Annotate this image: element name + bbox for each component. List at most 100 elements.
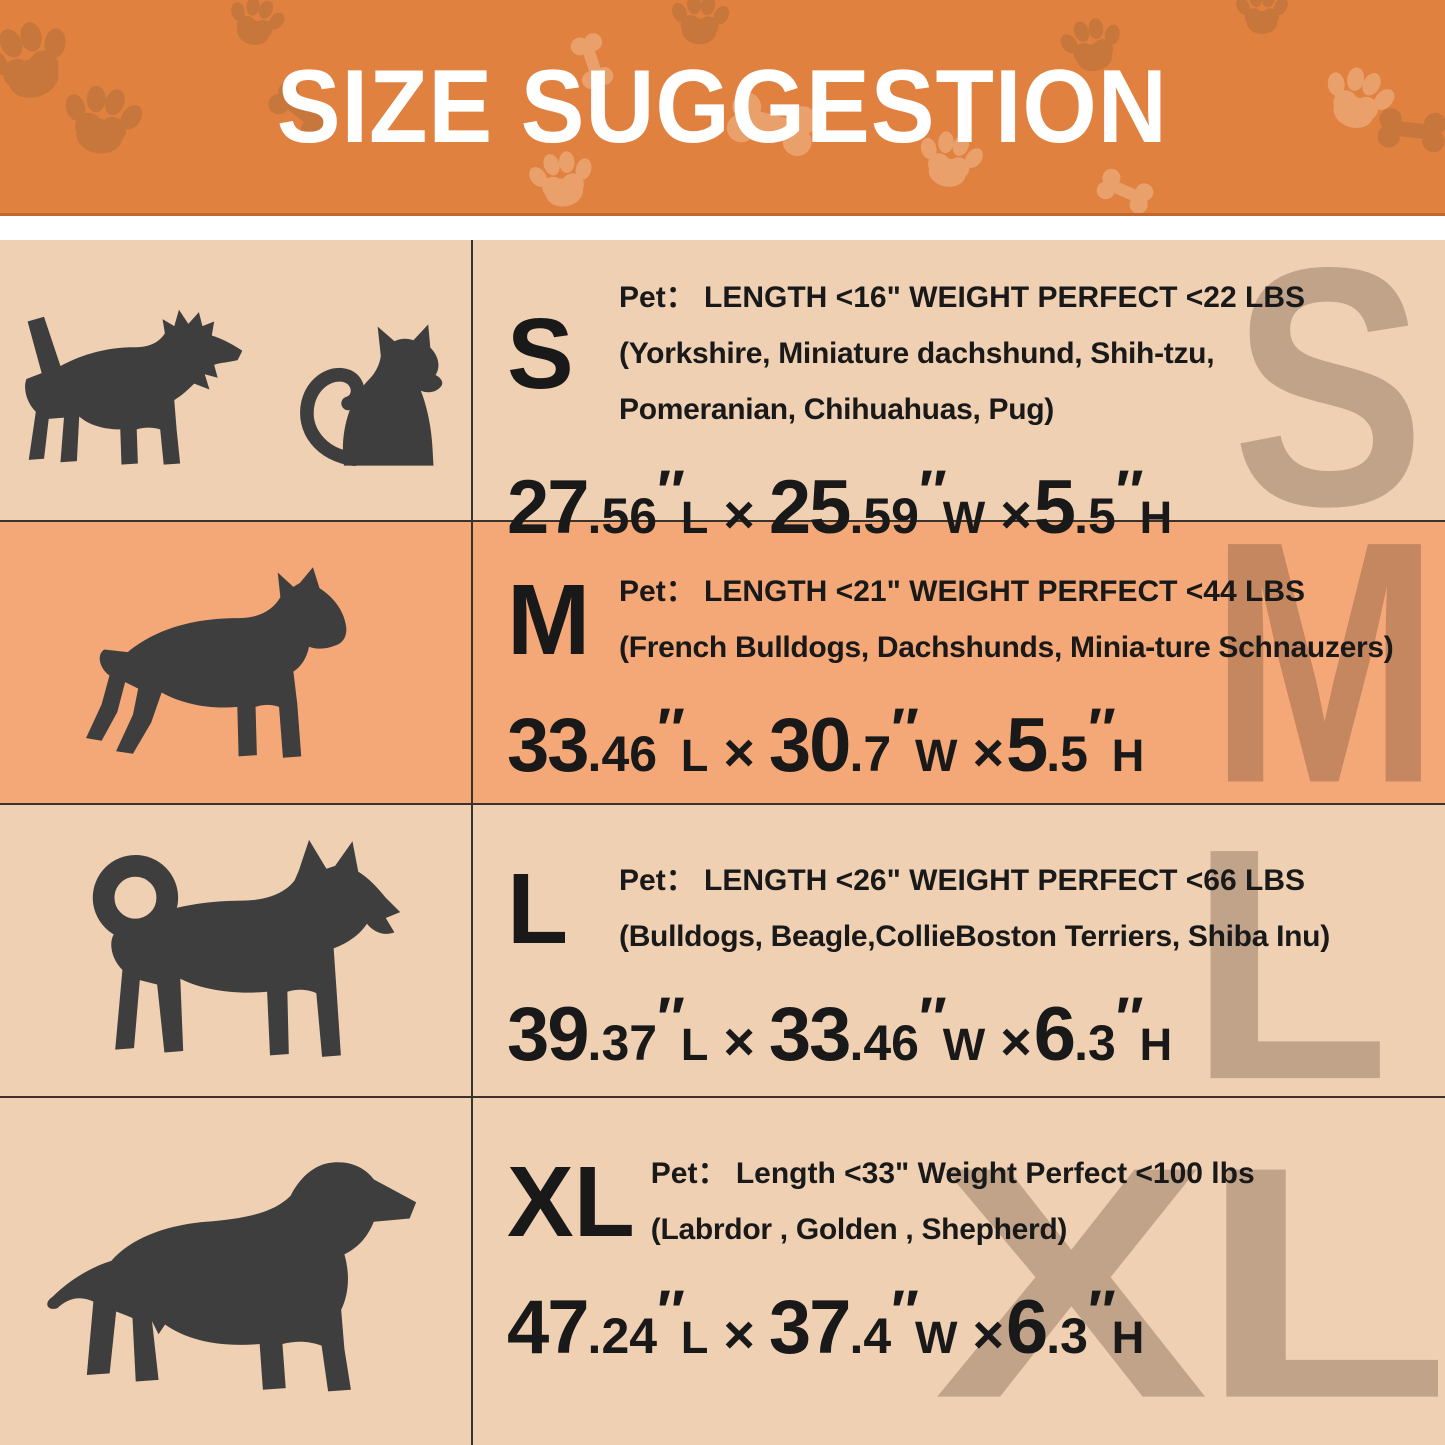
multiply-sign: × bbox=[1000, 1012, 1032, 1072]
pet-spec: Pet： LENGTH <21" WEIGHT PERFECT <44 LBS bbox=[619, 575, 1306, 608]
dim-decimal: .5 bbox=[1046, 726, 1088, 782]
dim-decimal: .7 bbox=[849, 726, 892, 782]
inch-mark: ″ bbox=[918, 459, 947, 524]
inch-mark: ″ bbox=[891, 1279, 919, 1344]
dim-integer: 5 bbox=[1005, 703, 1048, 788]
dim-unit: H bbox=[1139, 492, 1174, 543]
info-cell: L L Pet： LENGTH <26" WEIGHT PERFECT <66 … bbox=[473, 798, 1445, 1129]
inch-mark: ″ bbox=[657, 459, 685, 524]
dim-integer: 33 bbox=[507, 703, 590, 788]
golden-retriever-icon bbox=[46, 1162, 416, 1392]
dim-unit: L bbox=[680, 1312, 710, 1363]
dim-decimal: .37 bbox=[587, 1015, 658, 1071]
multiply-sign: × bbox=[723, 1305, 755, 1365]
dim-unit: H bbox=[1111, 730, 1146, 781]
info-cell: S S Pet： LENGTH <16" WEIGHT PERFECT <22 … bbox=[473, 217, 1445, 557]
info-cell: M M Pet： LENGTH <21" WEIGHT PERFECT <44 … bbox=[473, 490, 1445, 835]
inch-mark: ″ bbox=[657, 697, 685, 762]
white-divider-band bbox=[0, 216, 1445, 240]
dim-integer: 39 bbox=[507, 992, 590, 1077]
dim-integer: 37 bbox=[768, 1285, 852, 1370]
info-cell: XL XL Pet： Length <33" Weight Perfect <1… bbox=[473, 1098, 1445, 1445]
dim-decimal: .24 bbox=[587, 1308, 658, 1364]
page-title: SIZE SUGGESTION bbox=[277, 48, 1168, 165]
dim-decimal: .3 bbox=[1046, 1308, 1088, 1364]
size-label: L bbox=[507, 853, 569, 965]
bone-icon bbox=[1376, 107, 1445, 154]
size-row-s: S S Pet： LENGTH <16" WEIGHT PERFECT <22 … bbox=[0, 217, 1445, 557]
dim-decimal: .46 bbox=[587, 726, 658, 782]
cat-icon bbox=[300, 324, 443, 467]
paw-icon bbox=[221, 0, 291, 52]
breed-line: (Labrdor , Golden , Shepherd) bbox=[650, 1213, 1068, 1246]
dim-unit: H bbox=[1111, 1312, 1146, 1363]
pet-spec: Pet： LENGTH <16" WEIGHT PERFECT <22 LBS bbox=[619, 281, 1306, 314]
dim-integer: 6 bbox=[1033, 992, 1076, 1077]
multiply-sign: × bbox=[723, 485, 755, 545]
inch-mark: ″ bbox=[1087, 697, 1116, 762]
terrier-dog-icon bbox=[25, 309, 243, 465]
breed-line: Pomeranian, Chihuahuas, Pug) bbox=[619, 393, 1054, 426]
multiply-sign: × bbox=[1000, 485, 1032, 545]
breed-line: (Yorkshire, Miniature dachshund, Shih-tz… bbox=[619, 337, 1215, 370]
dim-unit: L bbox=[680, 1019, 710, 1070]
dimension-line: 27.56″L × 25.59″W ×5.5″H bbox=[507, 463, 1445, 546]
inch-mark: ″ bbox=[918, 986, 947, 1051]
animal-cell bbox=[0, 1098, 473, 1445]
dim-unit: L bbox=[680, 492, 710, 543]
size-label: XL bbox=[507, 1146, 635, 1258]
dimension-line: 39.37″L × 33.46″W ×6.3″H bbox=[507, 990, 1445, 1073]
dim-integer: 33 bbox=[768, 992, 852, 1077]
dim-integer: 6 bbox=[1005, 1285, 1048, 1370]
inch-mark: ″ bbox=[1087, 1279, 1116, 1344]
dim-unit: H bbox=[1139, 1019, 1174, 1070]
size-row-l: L L Pet： LENGTH <26" WEIGHT PERFECT <66 … bbox=[0, 798, 1445, 1129]
dim-unit: L bbox=[680, 730, 710, 781]
inch-mark: ″ bbox=[891, 697, 919, 762]
pet-spec: Pet： LENGTH <26" WEIGHT PERFECT <66 LBS bbox=[619, 864, 1306, 897]
size-label: M bbox=[507, 564, 591, 676]
dim-integer: 25 bbox=[768, 465, 852, 550]
dim-integer: 30 bbox=[768, 703, 852, 788]
dim-integer: 27 bbox=[507, 465, 590, 550]
animal-cell bbox=[0, 522, 473, 803]
dim-integer: 5 bbox=[1033, 465, 1076, 550]
header: SIZE SUGGESTION bbox=[0, 0, 1445, 216]
paw-icon bbox=[1233, 0, 1291, 35]
multiply-sign: × bbox=[972, 723, 1004, 783]
pet-spec: Pet： Length <33" Weight Perfect <100 lbs bbox=[650, 1157, 1255, 1190]
dimension-line: 33.46″L × 30.7″W ×5.5″H bbox=[507, 701, 1445, 784]
multiply-sign: × bbox=[723, 723, 755, 783]
dim-decimal: .3 bbox=[1074, 1015, 1116, 1071]
inch-mark: ″ bbox=[1115, 986, 1144, 1051]
dim-integer: 47 bbox=[507, 1285, 590, 1370]
size-row-m: M M Pet： LENGTH <21" WEIGHT PERFECT <44 … bbox=[0, 490, 1445, 835]
dim-unit: W bbox=[914, 1312, 959, 1363]
multiply-sign: × bbox=[723, 1012, 755, 1072]
bone-icon bbox=[1093, 166, 1157, 213]
dim-decimal: .56 bbox=[587, 488, 658, 544]
dim-decimal: .5 bbox=[1074, 488, 1116, 544]
inch-mark: ″ bbox=[1115, 459, 1144, 524]
size-label: S bbox=[507, 298, 574, 410]
dim-unit: W bbox=[942, 492, 987, 543]
animal-cell bbox=[0, 240, 473, 520]
breed-line: (French Bulldogs, Dachshunds, Minia-ture… bbox=[619, 631, 1394, 664]
inch-mark: ″ bbox=[657, 1279, 685, 1344]
size-row-xl: XL XL Pet： Length <33" Weight Perfect <1… bbox=[0, 1096, 1445, 1445]
paw-icon bbox=[54, 79, 150, 161]
breed-line: (Bulldogs, Beagle,CollieBoston Terriers,… bbox=[619, 920, 1330, 953]
inch-mark: ″ bbox=[657, 986, 685, 1051]
animal-cell bbox=[0, 805, 473, 1096]
dim-decimal: .46 bbox=[849, 1015, 919, 1071]
dim-unit: W bbox=[914, 730, 959, 781]
dim-decimal: .59 bbox=[849, 488, 919, 544]
paw-icon bbox=[666, 0, 734, 47]
dim-decimal: .4 bbox=[849, 1308, 892, 1364]
multiply-sign: × bbox=[972, 1305, 1004, 1365]
boston-terrier-icon bbox=[85, 567, 346, 758]
dim-unit: W bbox=[942, 1019, 987, 1070]
dimension-line: 47.24″L × 37.4″W ×6.3″H bbox=[507, 1283, 1445, 1366]
shiba-inu-icon bbox=[92, 839, 400, 1057]
